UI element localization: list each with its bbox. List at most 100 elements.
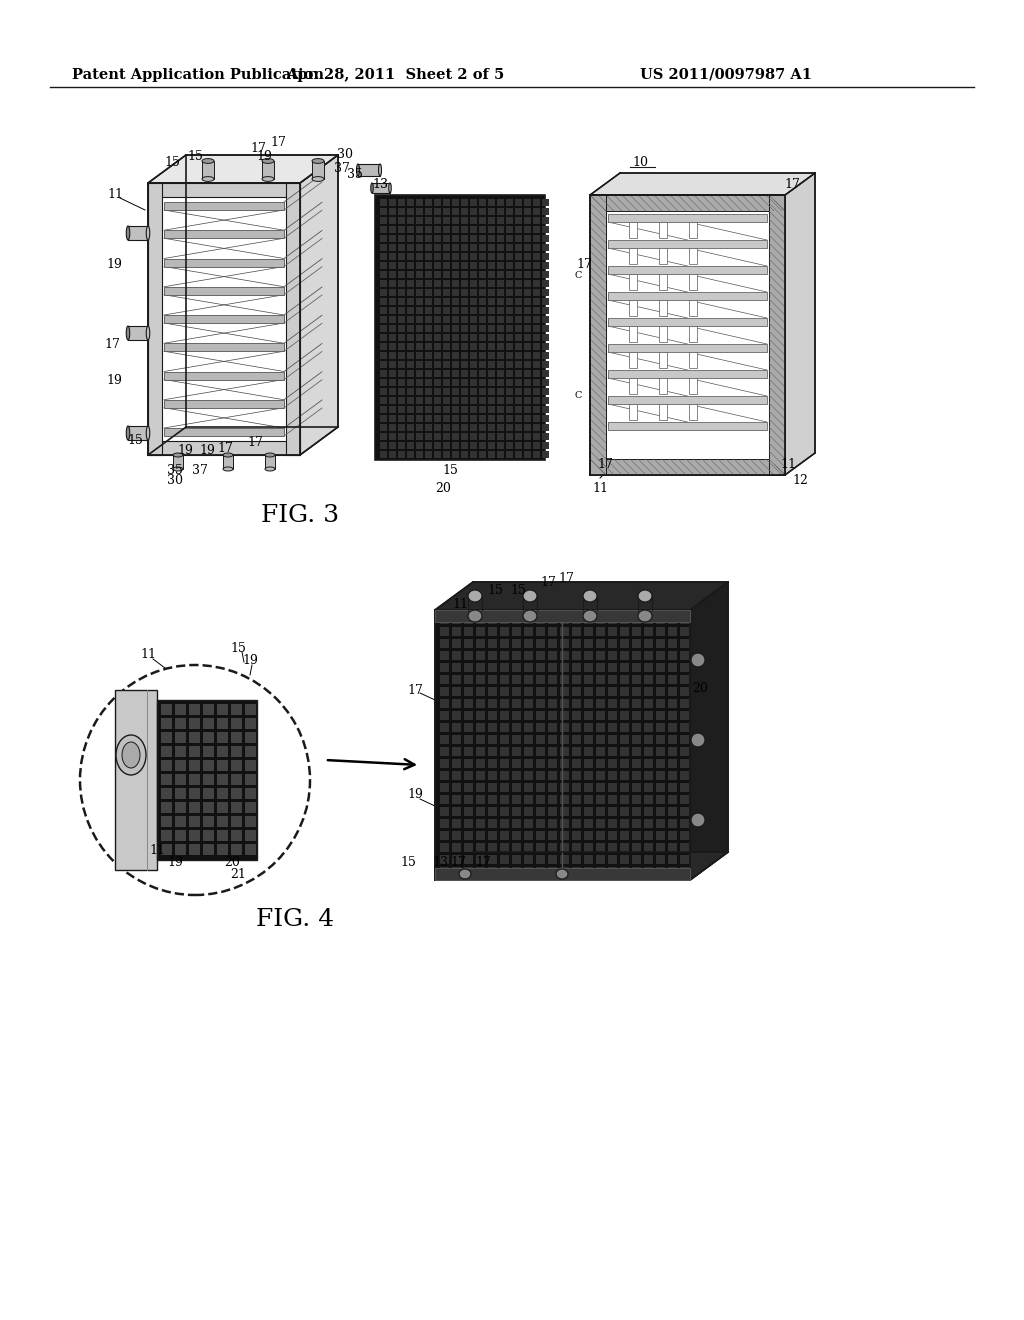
Polygon shape bbox=[536, 615, 545, 624]
Polygon shape bbox=[416, 280, 423, 286]
Ellipse shape bbox=[223, 467, 233, 471]
Polygon shape bbox=[608, 267, 767, 275]
Polygon shape bbox=[425, 388, 432, 395]
Polygon shape bbox=[560, 747, 569, 756]
Polygon shape bbox=[389, 271, 396, 279]
Polygon shape bbox=[476, 843, 485, 851]
Polygon shape bbox=[440, 747, 449, 756]
Polygon shape bbox=[452, 832, 461, 840]
Text: 15: 15 bbox=[127, 433, 143, 446]
Polygon shape bbox=[534, 424, 540, 432]
Text: 15: 15 bbox=[400, 855, 416, 869]
Polygon shape bbox=[596, 675, 605, 684]
Polygon shape bbox=[464, 663, 473, 672]
Polygon shape bbox=[488, 261, 495, 269]
Polygon shape bbox=[542, 226, 549, 234]
Polygon shape bbox=[440, 651, 449, 660]
Ellipse shape bbox=[312, 158, 324, 164]
Polygon shape bbox=[668, 783, 677, 792]
Polygon shape bbox=[461, 253, 468, 260]
Polygon shape bbox=[515, 280, 522, 286]
Polygon shape bbox=[548, 783, 557, 792]
Polygon shape bbox=[620, 700, 629, 708]
Polygon shape bbox=[656, 639, 665, 648]
Polygon shape bbox=[161, 718, 172, 729]
Polygon shape bbox=[497, 360, 504, 368]
Polygon shape bbox=[452, 843, 461, 851]
Polygon shape bbox=[524, 414, 531, 422]
Polygon shape bbox=[476, 639, 485, 648]
Polygon shape bbox=[245, 746, 256, 756]
Polygon shape bbox=[434, 424, 441, 432]
Polygon shape bbox=[506, 334, 513, 341]
Polygon shape bbox=[389, 226, 396, 234]
Polygon shape bbox=[425, 261, 432, 269]
Polygon shape bbox=[548, 651, 557, 660]
Polygon shape bbox=[380, 271, 387, 279]
Polygon shape bbox=[629, 404, 637, 420]
Polygon shape bbox=[380, 424, 387, 432]
Polygon shape bbox=[668, 759, 677, 768]
Polygon shape bbox=[542, 280, 549, 286]
Polygon shape bbox=[416, 298, 423, 305]
Polygon shape bbox=[572, 855, 581, 865]
Polygon shape bbox=[629, 326, 637, 342]
Polygon shape bbox=[524, 843, 534, 851]
Polygon shape bbox=[680, 759, 689, 768]
Polygon shape bbox=[500, 855, 509, 865]
Polygon shape bbox=[440, 771, 449, 780]
Polygon shape bbox=[656, 867, 665, 876]
Polygon shape bbox=[389, 244, 396, 251]
Polygon shape bbox=[680, 832, 689, 840]
Polygon shape bbox=[644, 832, 653, 840]
Polygon shape bbox=[644, 735, 653, 744]
Polygon shape bbox=[536, 700, 545, 708]
Polygon shape bbox=[164, 400, 284, 408]
Polygon shape bbox=[512, 686, 521, 696]
Polygon shape bbox=[620, 855, 629, 865]
Polygon shape bbox=[620, 795, 629, 804]
Polygon shape bbox=[488, 360, 495, 368]
Polygon shape bbox=[479, 334, 486, 341]
Text: 19: 19 bbox=[106, 259, 122, 272]
Polygon shape bbox=[608, 292, 767, 300]
Polygon shape bbox=[231, 733, 242, 743]
Polygon shape bbox=[500, 735, 509, 744]
Polygon shape bbox=[440, 818, 449, 828]
Polygon shape bbox=[659, 275, 667, 290]
Polygon shape bbox=[644, 747, 653, 756]
Circle shape bbox=[80, 665, 310, 895]
Text: 19: 19 bbox=[256, 150, 272, 164]
Polygon shape bbox=[584, 651, 593, 660]
Polygon shape bbox=[560, 663, 569, 672]
Polygon shape bbox=[380, 209, 387, 215]
Polygon shape bbox=[461, 343, 468, 350]
Polygon shape bbox=[542, 360, 549, 368]
Polygon shape bbox=[476, 711, 485, 719]
Polygon shape bbox=[470, 334, 477, 341]
Polygon shape bbox=[461, 298, 468, 305]
Polygon shape bbox=[512, 855, 521, 865]
Polygon shape bbox=[512, 735, 521, 744]
Polygon shape bbox=[632, 855, 641, 865]
Polygon shape bbox=[470, 442, 477, 449]
Polygon shape bbox=[524, 199, 531, 206]
Polygon shape bbox=[512, 832, 521, 840]
Polygon shape bbox=[560, 832, 569, 840]
Polygon shape bbox=[416, 244, 423, 251]
Text: 20: 20 bbox=[435, 482, 451, 495]
Ellipse shape bbox=[583, 610, 597, 622]
Polygon shape bbox=[572, 771, 581, 780]
Polygon shape bbox=[470, 360, 477, 368]
Polygon shape bbox=[548, 759, 557, 768]
Polygon shape bbox=[534, 334, 540, 341]
Polygon shape bbox=[452, 235, 459, 242]
Polygon shape bbox=[464, 818, 473, 828]
Text: 10: 10 bbox=[632, 156, 648, 169]
Polygon shape bbox=[560, 615, 569, 624]
Polygon shape bbox=[608, 639, 617, 648]
Polygon shape bbox=[515, 253, 522, 260]
Polygon shape bbox=[515, 325, 522, 333]
Polygon shape bbox=[407, 407, 414, 413]
Polygon shape bbox=[389, 199, 396, 206]
